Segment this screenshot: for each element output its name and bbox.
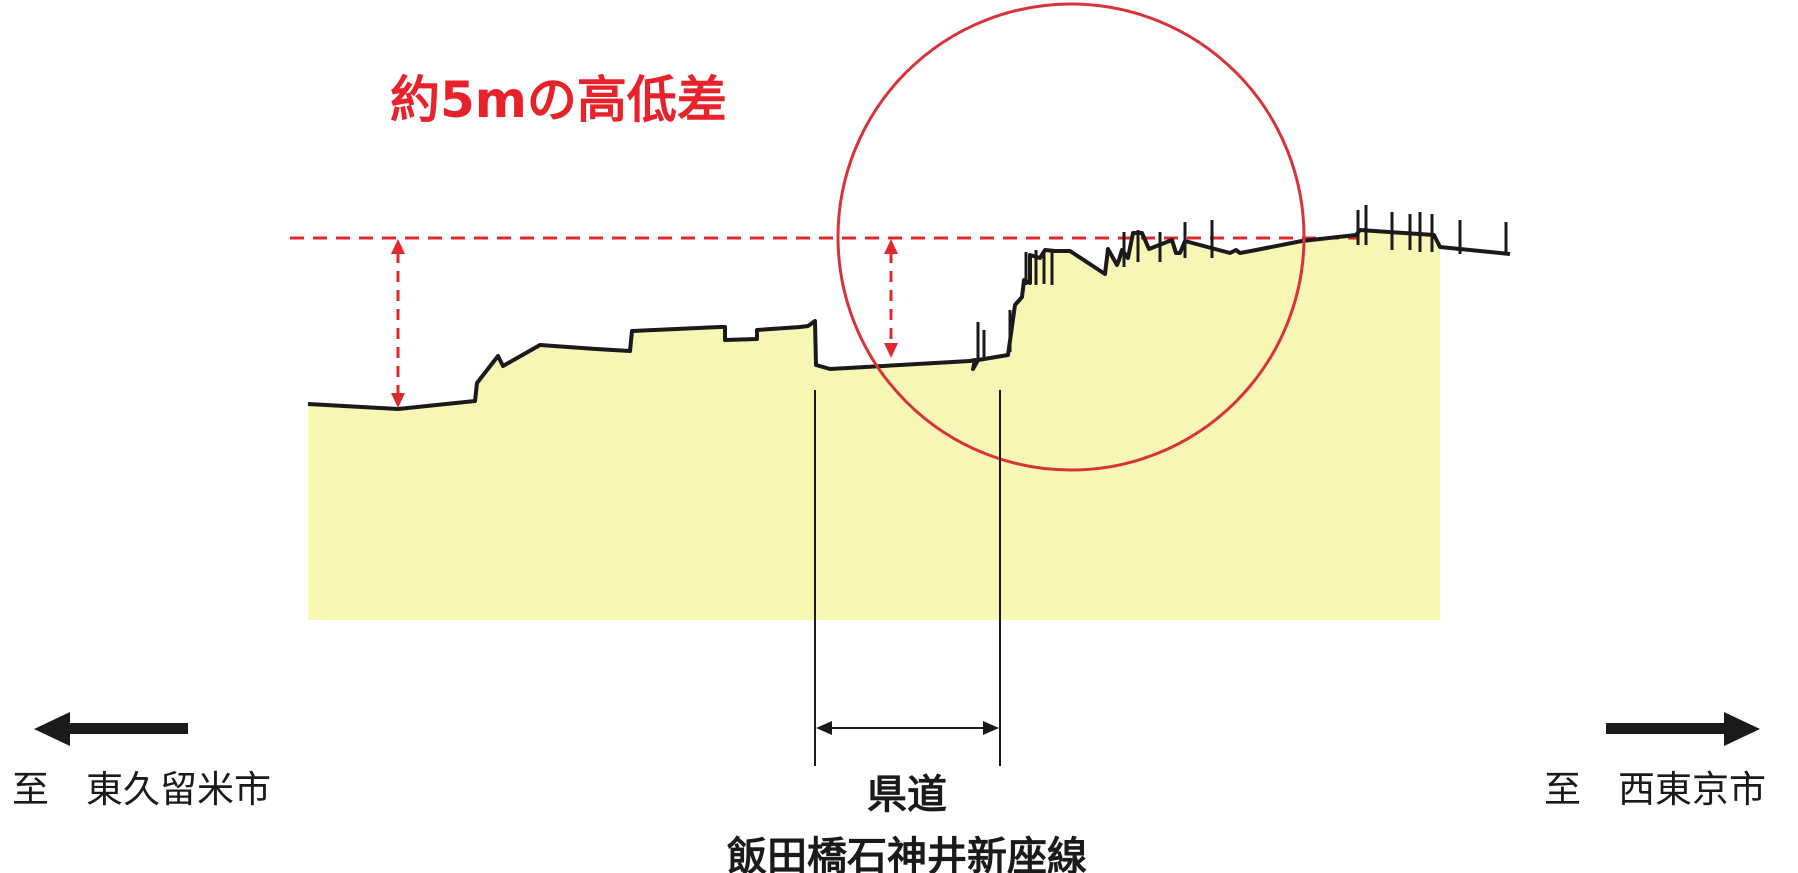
building-spikes	[976, 205, 1508, 360]
highlight-circle	[836, 2, 1306, 472]
road-type-label: 県道	[867, 772, 947, 818]
arrow-left-icon	[34, 712, 188, 746]
left-height-difference-arrow	[391, 239, 405, 408]
left-direction-label: 至 東久留米市	[12, 768, 271, 811]
height-difference-title: 約5mの高低差	[390, 71, 727, 129]
middle-height-difference-arrow	[884, 239, 898, 358]
road-width-arrow	[816, 721, 999, 735]
ground-fill	[308, 230, 1440, 620]
right-direction-label: 至 西東京市	[1544, 768, 1766, 811]
terrain-profile-line	[307, 228, 1511, 411]
road-name-label: 飯田橋石神井新座線	[727, 834, 1087, 873]
arrow-right-icon	[1606, 712, 1760, 746]
